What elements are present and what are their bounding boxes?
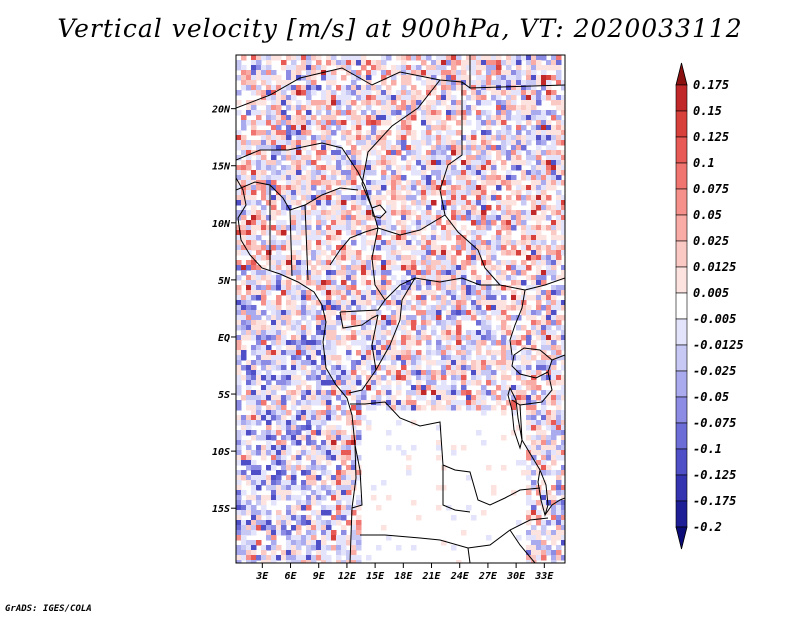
- colorbar-label: -0.0125: [693, 338, 744, 352]
- colorbar-swatch: [675, 474, 688, 502]
- chart-title: Vertical velocity [m/s] at 900hPa, VT: 2…: [57, 14, 743, 43]
- colorbar-label: -0.1: [693, 442, 722, 456]
- colorbar-swatch: [675, 396, 688, 424]
- country-borders: [236, 55, 565, 563]
- y-tick-label: 15S: [212, 504, 230, 515]
- y-tick-label: 5S: [218, 390, 230, 401]
- colorbar-swatch: [675, 240, 688, 268]
- colorbar-swatch: [675, 318, 688, 346]
- y-tick-label: 15N: [212, 162, 231, 173]
- x-tick-label: 24E: [450, 571, 470, 582]
- colorbar-swatch: [675, 500, 688, 528]
- colorbar-swatch: [675, 136, 688, 164]
- colorbar-label: -0.075: [693, 416, 736, 430]
- colorbar-swatch: [675, 292, 688, 320]
- colorbar-label: 0.0125: [693, 260, 736, 274]
- colorbar-swatch: [675, 188, 688, 216]
- colorbar-label: 0.175: [693, 78, 729, 92]
- x-tick-label: 18E: [394, 571, 413, 582]
- colorbar-label: -0.125: [693, 468, 736, 482]
- lake-chad: [371, 204, 387, 219]
- y-tick-label: EQ: [218, 333, 230, 344]
- x-tick-label: 3E: [255, 571, 269, 582]
- colorbar-swatch: [675, 110, 688, 138]
- colorbar-swatch: [675, 214, 688, 242]
- x-tick-label: 27E: [478, 571, 498, 582]
- x-tick-label: 21E: [421, 571, 441, 582]
- x-tick-label: 30E: [506, 571, 526, 582]
- colorbar-label: 0.125: [693, 130, 729, 144]
- colorbar: 0.175 0.15 0.125 0.1 0.075 0.05 0.025 0.0125 0.0…: [675, 62, 744, 550]
- y-tick-label: 5N: [218, 276, 231, 287]
- y-tick-label: 20N: [211, 105, 231, 116]
- colorbar-label: -0.005: [693, 312, 736, 326]
- map-frame: [235, 54, 566, 564]
- colorbar-swatch: [675, 422, 688, 450]
- x-tick-label: 33E: [534, 571, 554, 582]
- x-tick-label: 9E: [313, 571, 326, 582]
- x-tick-label: 15E: [366, 571, 385, 582]
- colorbar-swatch: [675, 84, 688, 112]
- colorbar-label: 0.15: [693, 104, 722, 118]
- colorbar-label: -0.025: [693, 364, 736, 378]
- x-axis: 3E 6E 9E 12E 15E 18E 21E 24E 27E 30E 33E: [255, 563, 554, 582]
- colorbar-label: 0.005: [693, 286, 729, 300]
- colorbar-label: -0.05: [693, 390, 729, 404]
- colorbar-swatch: [675, 370, 688, 398]
- coastline-west: [236, 177, 357, 563]
- colorbar-label: 0.075: [693, 182, 729, 196]
- colorbar-label: -0.175: [693, 494, 736, 508]
- grads-credit: GrADS: IGES/COLA: [5, 604, 92, 614]
- colorbar-label: 0.025: [693, 234, 729, 248]
- colorbar-swatch: [675, 448, 688, 476]
- y-tick-label: 10S: [212, 447, 230, 458]
- colorbar-swatch: [675, 162, 688, 190]
- colorbar-label: 0.1: [693, 156, 715, 170]
- colorbar-top-arrow: [675, 62, 688, 86]
- x-tick-label: 12E: [338, 571, 357, 582]
- colorbar-label: 0.05: [693, 208, 722, 222]
- y-tick-label: 10N: [212, 219, 231, 230]
- colorbar-bottom-arrow: [675, 526, 688, 550]
- x-tick-label: 6E: [284, 571, 297, 582]
- colorbar-swatch: [675, 344, 688, 372]
- colorbar-label: -0.2: [693, 520, 722, 534]
- colorbar-swatch: [675, 266, 688, 294]
- lake-tanganyika: [507, 386, 523, 450]
- y-axis: 20N 15N 10N 5N EQ 5S 10S 15S: [211, 105, 236, 515]
